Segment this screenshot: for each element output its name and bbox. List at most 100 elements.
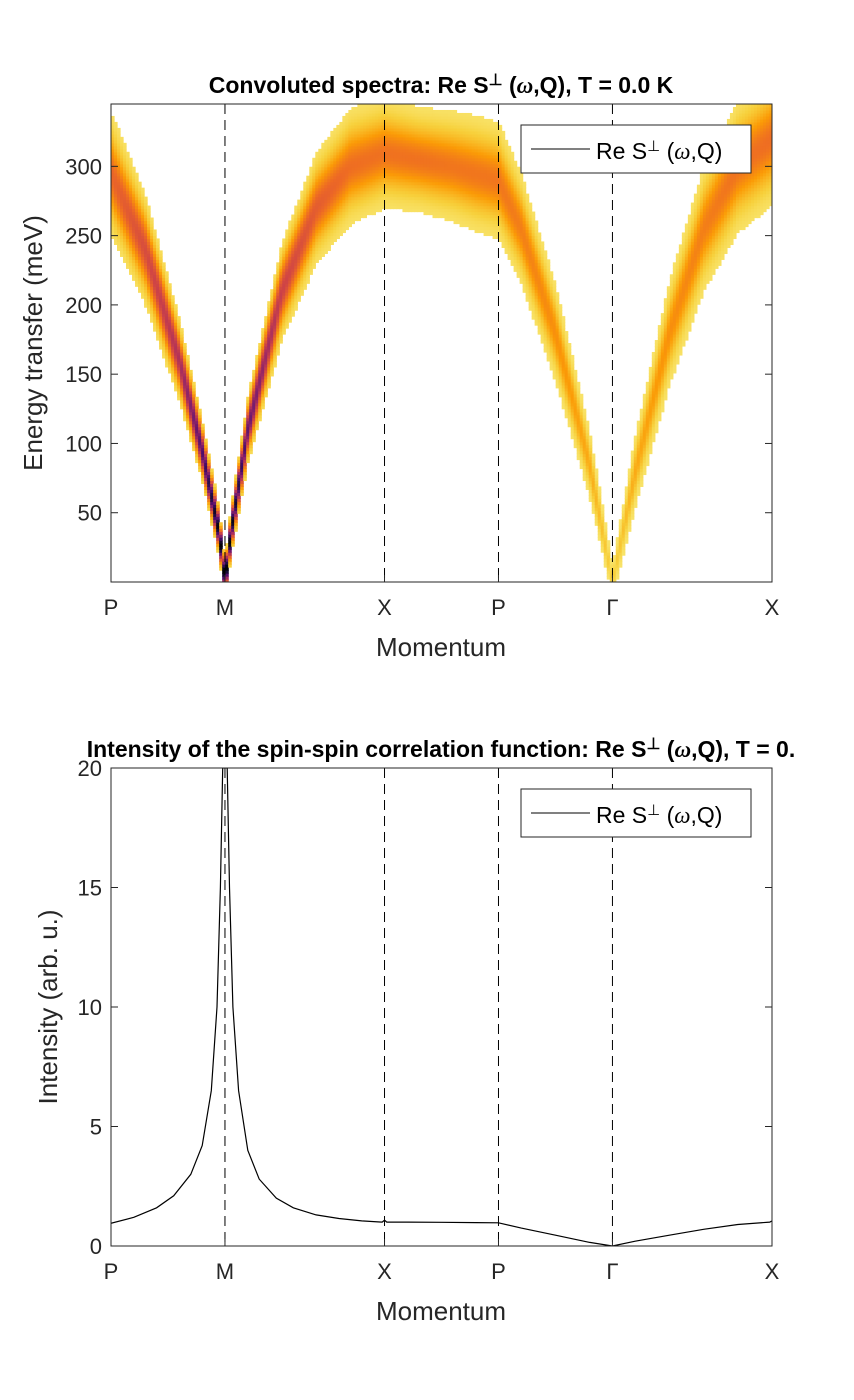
heatmap-cell bbox=[348, 202, 352, 207]
heatmap-cell bbox=[288, 232, 292, 237]
heatmap-cell bbox=[120, 235, 124, 240]
heatmap-cell bbox=[141, 199, 145, 204]
heatmap-cell bbox=[384, 112, 389, 117]
heatmap-cell bbox=[456, 130, 461, 135]
heatmap-cell bbox=[327, 214, 331, 219]
heatmap-cell bbox=[525, 226, 530, 231]
heatmap-cell bbox=[513, 205, 518, 210]
heatmap-cell bbox=[165, 348, 169, 353]
heatmap-cell bbox=[477, 223, 482, 228]
heatmap-cell bbox=[552, 295, 557, 299]
heatmap-cell bbox=[420, 121, 425, 126]
heatmap-cell bbox=[537, 268, 542, 272]
heatmap-cell bbox=[486, 151, 491, 156]
heatmap-cell bbox=[261, 378, 265, 383]
heatmap-cell bbox=[309, 178, 313, 183]
heatmap-cell bbox=[252, 375, 256, 380]
heatmap-cell bbox=[522, 226, 527, 231]
heatmap-cell bbox=[495, 163, 500, 168]
heatmap-cell bbox=[426, 181, 431, 186]
heatmap-cell bbox=[336, 208, 340, 213]
heatmap-cell bbox=[318, 163, 322, 168]
heatmap-cell bbox=[531, 232, 536, 237]
heatmap-cell bbox=[291, 265, 295, 269]
heatmap-cell bbox=[456, 139, 461, 144]
heatmap-cell bbox=[498, 229, 503, 234]
heatmap-cell bbox=[114, 214, 118, 219]
heatmap-cell bbox=[267, 319, 271, 323]
heatmap-cell bbox=[426, 136, 431, 141]
heatmap-cell bbox=[378, 178, 383, 183]
heatmap-cell bbox=[297, 292, 301, 296]
heatmap-cell bbox=[231, 495, 235, 499]
heatmap-cell bbox=[291, 235, 295, 240]
heatmap-cell bbox=[135, 259, 139, 263]
heatmap-cell bbox=[360, 190, 364, 195]
heatmap-cell bbox=[363, 214, 367, 219]
heatmap-cell bbox=[351, 169, 355, 174]
heatmap-cell bbox=[486, 178, 491, 183]
heatmap-cell bbox=[117, 166, 121, 171]
heatmap-cell bbox=[399, 109, 404, 114]
heatmap-cell bbox=[192, 408, 196, 413]
heatmap-cell bbox=[552, 357, 557, 362]
heatmap-cell bbox=[426, 184, 431, 189]
heatmap-cell bbox=[417, 202, 422, 207]
heatmap-cell bbox=[378, 199, 383, 204]
heatmap-cell bbox=[273, 322, 277, 326]
heatmap-cell bbox=[342, 184, 346, 189]
heatmap-cell bbox=[144, 253, 148, 257]
heatmap-cell bbox=[546, 307, 551, 311]
heatmap-cell bbox=[177, 340, 181, 344]
heatmap-cell bbox=[363, 106, 367, 111]
heatmap-cell bbox=[348, 148, 352, 153]
heatmap-cell bbox=[147, 268, 151, 272]
heatmap-cell bbox=[111, 193, 115, 198]
heatmap-cell bbox=[540, 316, 545, 320]
heatmap-cell bbox=[498, 211, 503, 216]
heatmap-cell bbox=[438, 205, 443, 210]
heatmap-cell bbox=[327, 229, 331, 234]
heatmap-cell bbox=[480, 145, 485, 150]
heatmap-cell bbox=[519, 244, 524, 248]
heatmap-cell bbox=[432, 154, 437, 159]
heatmap-cell bbox=[336, 214, 340, 219]
heatmap-cell bbox=[144, 199, 148, 204]
heatmap-cell bbox=[324, 175, 328, 180]
heatmap-cell bbox=[522, 259, 527, 263]
heatmap-cell bbox=[483, 211, 488, 216]
heatmap-cell bbox=[186, 375, 190, 380]
heatmap-cell bbox=[453, 199, 458, 204]
heatmap-cell bbox=[342, 211, 346, 216]
heatmap-cell bbox=[135, 268, 139, 272]
heatmap-cell bbox=[516, 238, 521, 243]
heatmap-cell bbox=[540, 313, 545, 317]
heatmap-cell bbox=[336, 139, 340, 144]
heatmap-cell bbox=[117, 199, 121, 204]
heatmap-cell bbox=[156, 328, 160, 332]
heatmap-cell bbox=[537, 313, 542, 317]
heatmap-cell bbox=[408, 196, 413, 201]
heatmap-cell bbox=[423, 160, 428, 165]
heatmap-cell bbox=[240, 474, 244, 479]
heatmap-cell bbox=[129, 160, 133, 165]
heatmap-cell bbox=[489, 184, 494, 189]
heatmap-cell bbox=[279, 277, 283, 281]
heatmap-cell bbox=[111, 223, 115, 228]
heatmap-cell bbox=[195, 411, 199, 416]
heatmap-cell bbox=[171, 334, 175, 338]
heatmap-cell bbox=[480, 226, 485, 231]
heatmap-cell bbox=[123, 256, 127, 260]
heatmap-cell bbox=[546, 295, 551, 299]
heatmap-cell bbox=[123, 253, 127, 257]
heatmap-cell bbox=[441, 142, 446, 147]
heatmap-cell bbox=[468, 190, 473, 195]
heatmap-cell bbox=[480, 169, 485, 174]
heatmap-cell bbox=[255, 366, 259, 371]
heatmap-cell bbox=[321, 172, 325, 177]
heatmap-cell bbox=[486, 172, 491, 177]
heatmap-cell bbox=[246, 402, 250, 407]
heatmap-cell bbox=[462, 151, 467, 156]
heatmap-cell bbox=[435, 148, 440, 153]
heatmap-cell bbox=[264, 378, 268, 383]
